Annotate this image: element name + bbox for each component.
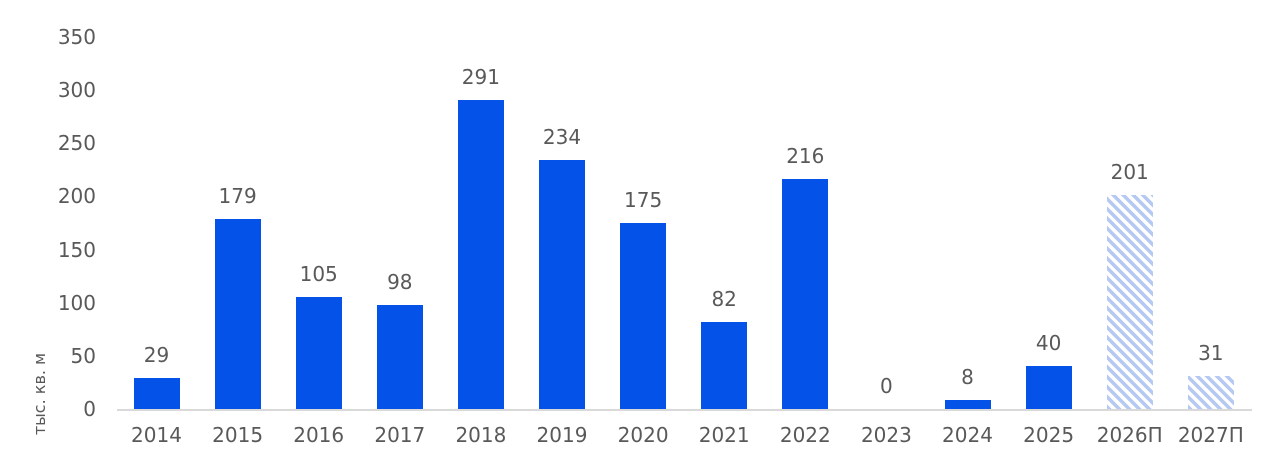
bar-2025 [1025, 366, 1072, 409]
bar-2014 [133, 378, 180, 409]
x-tick-label-2024: 2024 [942, 423, 993, 447]
bar-value-label: 216 [786, 144, 825, 168]
y-tick-label: 0 [83, 397, 96, 421]
bar-2019 [539, 160, 585, 409]
x-tick-label-2022: 2022 [779, 423, 831, 447]
y-tick-label: 200 [57, 184, 96, 209]
bar-2017 [376, 305, 423, 409]
y-tick-label: 150 [57, 237, 96, 262]
bar-2018 [457, 100, 504, 409]
bar-value-label: 179 [218, 184, 257, 208]
x-tick-label-2017: 2017 [374, 423, 426, 447]
y-tick-label: 300 [57, 78, 96, 103]
bar-value-label: 105 [299, 262, 338, 286]
x-tick-label-2015: 2015 [212, 423, 264, 447]
x-tick-label-2016: 2016 [293, 423, 345, 447]
bar-2021 [701, 322, 748, 409]
bar-2015 [214, 219, 261, 409]
y-tick-label: 50 [70, 343, 96, 368]
bar-value-label: 29 [143, 343, 170, 367]
x-tick-label-2019: 2019 [536, 423, 588, 447]
bar-value-label: 40 [1035, 331, 1062, 355]
bar-value-label: 175 [624, 188, 663, 212]
bar-value-label: 82 [711, 287, 737, 311]
bar-2020 [620, 223, 667, 409]
x-tick-label-2020: 2020 [617, 423, 669, 447]
x-tick-label-2025: 2025 [1023, 423, 1075, 447]
y-tick-label: 250 [57, 131, 96, 156]
bar-value-label: 234 [542, 125, 582, 149]
bar-value-label: 291 [461, 65, 500, 89]
forecast-bar-2026П [1106, 195, 1153, 409]
bar-value-label: 201 [1110, 160, 1149, 184]
bar-2016 [295, 297, 342, 409]
x-axis-line [117, 409, 1252, 411]
bar-value-label: 0 [880, 374, 893, 398]
bar-2022 [782, 179, 829, 409]
x-tick-label-2023: 2023 [860, 423, 912, 447]
bar-value-label: 31 [1198, 341, 1224, 365]
bar-2024 [944, 400, 991, 409]
forecast-bar-2027П [1187, 376, 1234, 409]
x-tick-label-2027П: 2027П [1177, 423, 1244, 447]
bar-value-label: 8 [961, 365, 974, 389]
x-tick-label-2021: 2021 [698, 423, 750, 447]
x-tick-label-2014: 2014 [131, 423, 182, 447]
y-tick-label: 100 [57, 290, 96, 315]
x-tick-label-2026П: 2026П [1096, 423, 1163, 447]
bar-value-label: 98 [387, 270, 413, 294]
x-tick-label-2018: 2018 [455, 423, 507, 447]
y-tick-label: 350 [57, 25, 96, 49]
